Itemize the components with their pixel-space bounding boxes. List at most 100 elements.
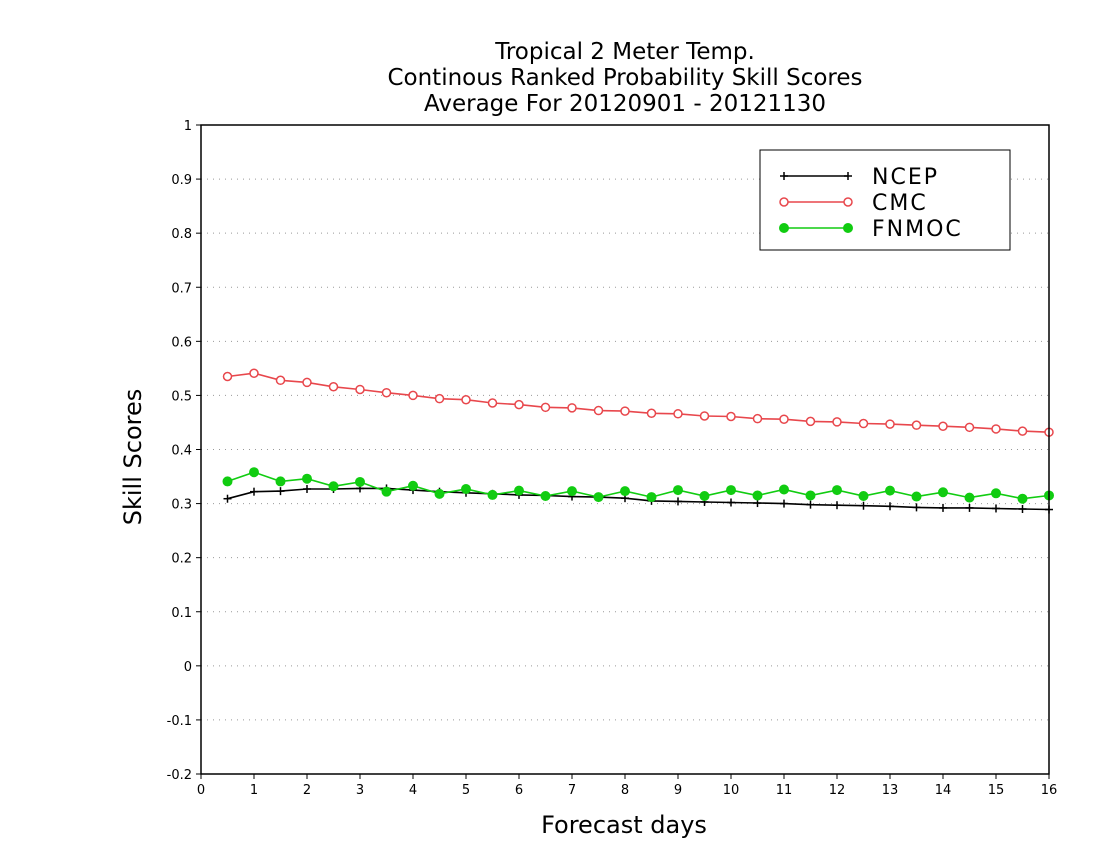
x-tick-label: 1 [250,783,258,798]
gridlines [201,178,1049,721]
ncep-point [1018,504,1027,513]
cmc-point [355,384,365,395]
cmc-point [593,405,604,416]
legend-label-ncep: NCEP [872,165,939,190]
fnmoc-line [227,471,1050,500]
fnmoc-point [858,491,869,502]
ncep-point [939,503,947,512]
cmc-point [408,390,418,401]
fnmoc-point [593,492,604,503]
x-tick-label: 16 [1041,783,1058,798]
cmc-point [964,422,975,433]
fnmoc-point [964,492,975,503]
x-tick-label: 10 [723,783,740,798]
cmc-line [227,372,1050,433]
cmc-point [328,382,339,392]
ncep-point [780,499,788,508]
fnmoc-point [514,485,524,496]
y-tick-label: 0.1 [171,606,192,621]
cmc-point [938,421,948,431]
cmc-point [461,394,471,405]
y-tick-label: 0 [184,660,192,675]
x-tick-label: 12 [829,783,846,798]
y-tick-label: 0.9 [171,173,192,188]
x-tick-label: 14 [935,783,952,798]
y-tick-label: 0.7 [171,281,192,296]
ncep-point [992,504,1000,513]
x-tick-label: 9 [674,783,682,798]
fnmoc-point [1017,493,1028,504]
cmc-point [832,417,842,427]
cmc-point [434,393,445,404]
y-tick-label: 0.2 [171,552,192,567]
series-cmc [222,368,1054,437]
fnmoc-point [991,488,1001,499]
fnmoc-point [620,486,630,497]
fnmoc-point [885,485,895,496]
fnmoc-point [275,476,286,487]
fnmoc-point [673,485,683,496]
chart-title-line-3: Average For 20120901 - 20121130 [424,91,826,117]
x-tick-label: 0 [197,783,205,798]
fnmoc-point [938,487,948,498]
y-tick-label: 0.4 [171,444,192,459]
y-tick-label: 0.3 [171,498,192,513]
y-tick-label: 0.5 [171,389,192,404]
x-tick-label: 7 [568,783,576,798]
legend-entry-ncep: NCEP [780,165,939,190]
cmc-point [275,375,286,386]
x-tick-label: 13 [882,783,899,798]
fnmoc-point [355,476,365,487]
data-series [222,368,1054,514]
cmc-point [222,371,233,382]
fnmoc-point [540,491,551,502]
ncep-point [859,501,868,510]
ncep-point [806,500,815,509]
y-tick-label: 1 [184,119,192,134]
cmc-point [567,403,577,413]
ncep-point [965,503,974,512]
legend-marker-fnmoc [843,223,853,233]
cmc-point [487,398,498,408]
x-tick-label: 15 [988,783,1005,798]
x-tick-label: 5 [462,783,470,798]
x-tick-label: 8 [621,783,629,798]
cmc-point [726,411,736,422]
chart-title: Tropical 2 Meter Temp. Continous Ranked … [387,39,862,117]
cmc-point [911,420,922,430]
legend-marker-cmc [779,197,789,207]
cmc-point [249,368,259,378]
legend-marker-ncep [844,172,852,180]
cmc-point [991,424,1001,434]
ncep-point [223,494,232,503]
cmc-point [858,418,869,429]
fnmoc-point [646,492,657,503]
cmc-point [673,409,683,419]
x-tick-label: 11 [776,783,793,798]
cmc-point [805,416,816,427]
cmc-point [885,419,895,429]
cmc-point [381,387,392,398]
x-tick-label: 3 [356,783,364,798]
fnmoc-point [434,488,445,499]
fnmoc-point [726,485,736,496]
fnmoc-point [249,467,259,478]
cmc-point [302,377,312,388]
y-axis-label: Skill Scores [119,389,147,526]
fnmoc-point [222,476,233,487]
fnmoc-point [328,481,339,492]
y-tick-label: -0.1 [167,714,192,729]
legend-label-fnmoc: FNMOC [872,217,963,242]
fnmoc-point [461,483,471,494]
legend-box [759,149,1011,251]
ncep-point [886,502,894,511]
legend-marker-cmc [843,197,853,207]
fnmoc-point [779,484,789,495]
legend-marker-fnmoc [779,223,789,233]
x-axis-label: Forecast days [541,811,707,839]
cmc-point [514,399,524,410]
cmc-point [779,414,789,424]
ncep-point [833,501,841,510]
